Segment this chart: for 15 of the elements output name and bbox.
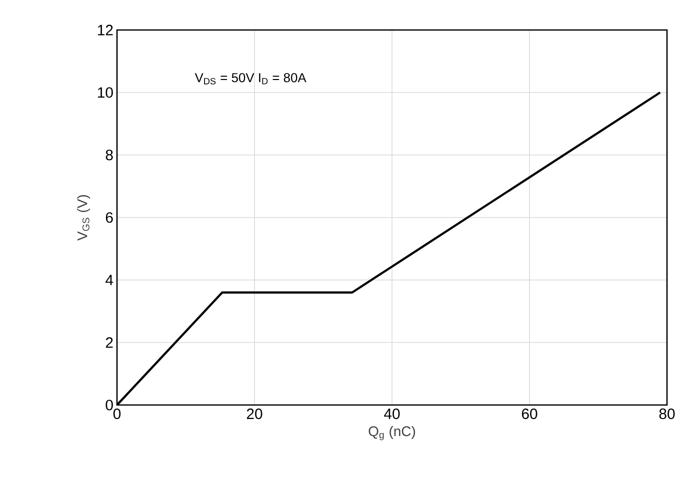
x-tick-label: 0 bbox=[113, 408, 121, 420]
y-tick-label: 12 bbox=[98, 24, 113, 36]
x-tick-label: 40 bbox=[384, 408, 400, 420]
y-tick-label: 6 bbox=[106, 212, 113, 223]
x-tick-label: 60 bbox=[522, 408, 538, 420]
y-tick-label: 8 bbox=[106, 150, 113, 160]
x-tick-label: 80 bbox=[659, 408, 675, 420]
y-axis-title: V$_{GS}$ (V) bbox=[77, 195, 90, 241]
y-tick-label: 0 bbox=[106, 400, 113, 410]
y-tick-label: 4 bbox=[106, 274, 114, 286]
x-axis-title: Q$_{g}$ (nC) bbox=[368, 426, 416, 440]
y-tick-label: 10 bbox=[98, 87, 113, 98]
y-tick-label: 2 bbox=[106, 337, 113, 348]
annotation: V$_{DS}$ = 50V I$_{D}$ = 80A bbox=[194, 73, 306, 84]
x-tick-label: 20 bbox=[246, 408, 262, 420]
